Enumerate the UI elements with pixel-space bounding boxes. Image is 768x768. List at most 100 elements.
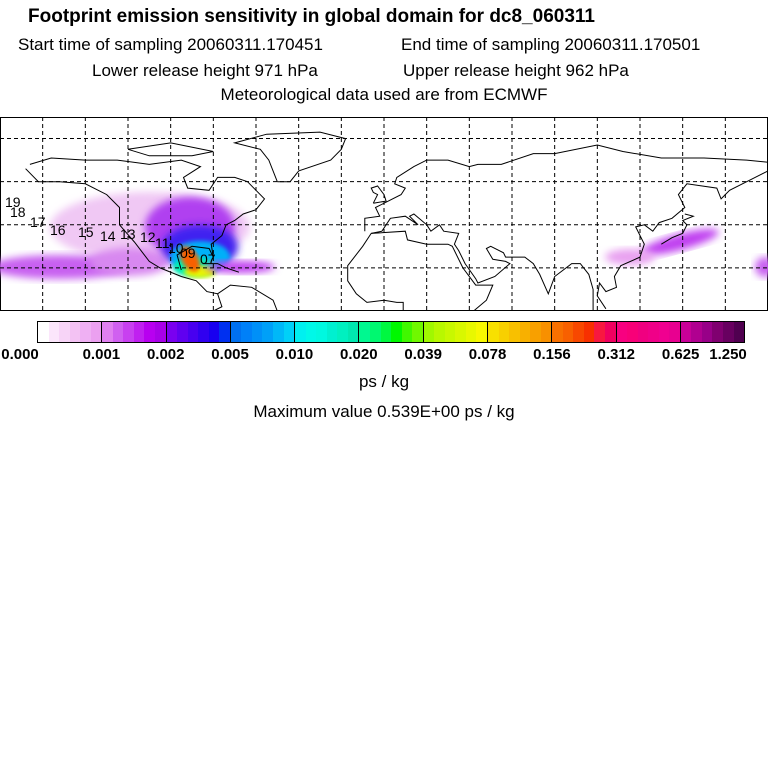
colorbar-swatch	[412, 322, 423, 342]
coastline-uk	[370, 185, 387, 204]
colorbar-tick-label: 0.005	[211, 346, 249, 363]
colorbar-swatch	[155, 322, 166, 342]
colorbar-tick-label: 0.312	[597, 346, 636, 363]
colorbar-swatch	[316, 322, 327, 342]
colorbar-swatch	[177, 322, 188, 342]
trajectory-label: 10	[168, 240, 184, 256]
colorbar-separator	[615, 322, 617, 342]
colorbar-swatch	[498, 322, 510, 342]
colorbar-separator	[358, 322, 360, 342]
colorbar-swatch	[337, 322, 348, 342]
colorbar-swatch	[637, 322, 649, 342]
colorbar-separator	[679, 322, 681, 342]
colorbar-swatch	[658, 322, 670, 342]
coastline-greenland	[232, 131, 347, 183]
colorbar-swatch	[262, 322, 274, 342]
coastline-caribbean	[202, 263, 240, 273]
colorbar-swatch	[540, 322, 552, 342]
colorbar-swatch	[112, 322, 124, 342]
end-time: End time of sampling 20060311.170501	[401, 35, 701, 54]
colorbar-swatch	[444, 322, 456, 342]
trajectory-label: 15	[78, 224, 94, 240]
coastline-north-america	[25, 168, 223, 311]
trajectory-label: 19	[5, 194, 21, 210]
colorbar-tick-label: 0.000	[1, 346, 39, 363]
trajectory-label: 18	[10, 204, 26, 220]
colorbar-tick-label: 0.010	[275, 346, 314, 363]
trajectory-label: 14	[100, 228, 116, 244]
colorbar-swatch	[305, 322, 317, 342]
colorbar-separator	[101, 322, 103, 342]
colorbar-tick-label: 0.625	[661, 346, 700, 363]
colorbar-swatch	[208, 322, 220, 342]
plot-title: Footprint emission sensitivity in global…	[28, 6, 595, 27]
lower-release-height: Lower release height 971 hPa	[92, 61, 318, 80]
colorbar-swatch	[476, 322, 487, 342]
colorbar-swatch	[401, 322, 413, 342]
colorbar-swatch	[552, 322, 563, 342]
coastline-south-asia	[371, 213, 594, 311]
colorbar-swatch	[273, 322, 284, 342]
coastline-africa-west	[347, 233, 404, 311]
colorbar-swatch	[187, 322, 199, 342]
colorbar-swatch	[251, 322, 263, 342]
colorbar-swatch	[90, 322, 102, 342]
colorbar-swatch	[326, 322, 338, 342]
colorbar-tick-label: 0.020	[340, 346, 378, 363]
colorbar-swatch	[38, 322, 49, 342]
trajectory-label: 12	[140, 229, 156, 245]
colorbar-tick-label: 0.078	[468, 346, 507, 363]
colorbar-swatch	[48, 322, 60, 342]
colorbar-swatch	[455, 322, 466, 342]
trajectory-label: 07	[200, 251, 216, 267]
colorbar-swatch	[562, 322, 574, 342]
colorbar-swatch	[465, 322, 477, 342]
colorbar-swatch	[583, 322, 595, 342]
colorbar-swatch	[295, 322, 306, 342]
colorbar-swatch	[230, 322, 242, 342]
colorbar-swatch	[380, 322, 392, 342]
colorbar-swatch	[669, 322, 680, 342]
colorbar-swatch	[648, 322, 659, 342]
colorbar-swatch	[166, 322, 178, 342]
colorbar-swatch	[219, 322, 230, 342]
trajectory-label: 09	[180, 245, 196, 261]
coastline-hudson-islands	[127, 142, 214, 157]
colorbar-tick-label: 1.250	[709, 346, 747, 363]
colorbar-separator	[551, 322, 553, 342]
colorbar-separator	[422, 322, 424, 342]
colorbar-swatch	[723, 322, 734, 342]
coastline-north-america-east	[29, 157, 266, 271]
colorbar-tick-label: 0.001	[82, 346, 121, 363]
colorbar-swatch	[283, 322, 295, 342]
upper-release-height: Upper release height 962 hPa	[403, 61, 629, 80]
colorbar-swatch	[733, 322, 745, 342]
colorbar-tick-label: 0.039	[404, 346, 442, 363]
trajectory-label: 17	[30, 214, 46, 230]
trajectory-label: 13	[120, 226, 136, 242]
graticule	[0, 117, 768, 311]
colorbar-swatch	[487, 322, 499, 342]
colorbar-swatch	[69, 322, 81, 342]
colorbar-separator	[294, 322, 296, 342]
colorbar	[37, 321, 745, 343]
colorbar-units: ps / kg	[358, 372, 410, 391]
colorbar-swatch	[133, 322, 145, 342]
colorbar-swatch	[423, 322, 435, 342]
colorbar-swatch	[680, 322, 692, 342]
trajectory-label: 16	[50, 222, 66, 238]
colorbar-swatch	[616, 322, 628, 342]
colorbar-swatch	[434, 322, 445, 342]
colorbar-swatch	[144, 322, 156, 342]
colorbar-swatch	[59, 322, 70, 342]
colorbar-swatch	[198, 322, 209, 342]
colorbar-swatch	[691, 322, 702, 342]
colorbar-swatch	[241, 322, 252, 342]
colorbar-swatch	[347, 322, 359, 342]
colorbar-swatch	[369, 322, 381, 342]
colorbar-swatch	[627, 322, 638, 342]
coastline-asia-east	[596, 170, 768, 310]
trajectory-label: 11	[155, 235, 170, 251]
colorbar-swatch	[573, 322, 584, 342]
